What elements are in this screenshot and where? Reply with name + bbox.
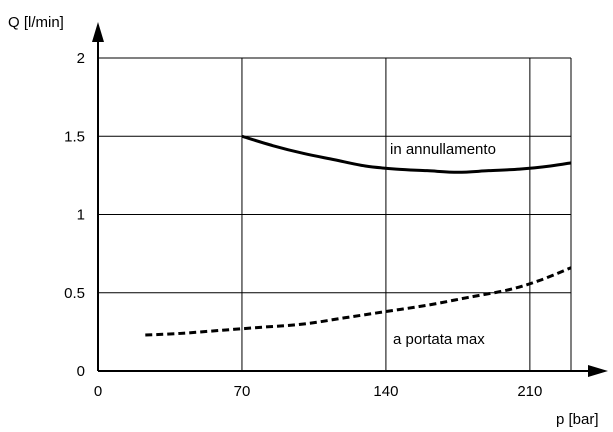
axes [92,22,608,377]
series-group [145,134,572,337]
grid [98,57,572,371]
y-tick-label: 1 [77,207,85,224]
y-axis-title: Q [l/min] [8,14,64,31]
series-label-a-portata-max: a portata max [393,331,485,348]
y-tick-label: 0 [77,363,85,380]
x-tick-label: 140 [373,383,398,400]
series-line-in-annullamento [241,134,572,174]
x-tick-label: 0 [94,383,102,400]
y-tick-label: 2 [77,50,85,67]
x-axis-title: p [bar] [556,411,599,428]
x-tick-label: 70 [234,383,251,400]
y-tick-label: 1.5 [64,128,85,145]
series-label-in-annullamento: in annullamento [390,141,496,158]
y-axis-arrow-icon [92,22,104,42]
y-tick-label: 0.5 [64,285,85,302]
x-axis-arrow-icon [588,365,608,377]
tick-labels: 0 70 140 210 0 0.5 1 1.5 2 [64,50,542,400]
x-tick-label: 210 [517,383,542,400]
series-line-a-portata-max [145,266,572,337]
